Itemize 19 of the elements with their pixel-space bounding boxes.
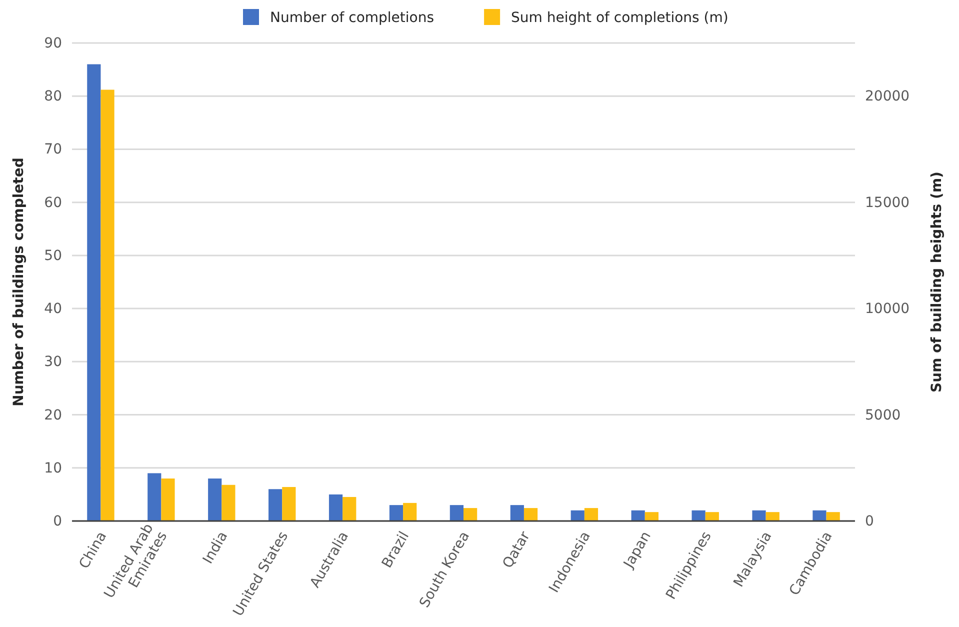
y2-tick-label: 5000 [865,407,901,424]
y-tick-label: 60 [44,194,62,211]
y-tick-label: 30 [44,354,62,370]
y2-tick-label: 15000 [865,194,910,211]
y-tick-label: 10 [44,460,62,476]
y2-axis-title: Sum of building heights (m) [929,172,945,392]
y2-tick-label: 20000 [865,88,910,105]
y2-tick-label: 0 [865,513,874,530]
y-tick-label: 20 [44,407,62,424]
y-tick-label: 80 [44,88,62,105]
legend-label: Sum height of completions (m) [511,10,728,26]
y-tick-label: 40 [44,301,62,318]
y-tick-label: 70 [44,142,62,158]
y-tick-label: 50 [44,248,62,264]
y-tick-label: 90 [44,35,62,52]
y2-tick-label: 10000 [865,301,910,318]
y-tick-label: 0 [53,513,62,530]
legend-label: Number of completions [270,10,434,26]
y-axis-title: Number of buildings completed [11,158,27,406]
